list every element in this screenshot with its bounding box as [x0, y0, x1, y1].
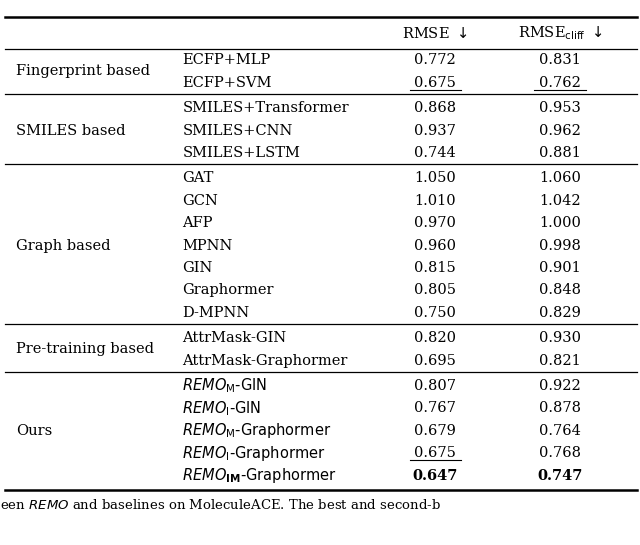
Text: 0.848: 0.848 — [539, 283, 581, 297]
Text: 0.675: 0.675 — [414, 76, 456, 89]
Text: Graph based: Graph based — [16, 239, 111, 252]
Text: 0.805: 0.805 — [414, 283, 456, 297]
Text: 1.010: 1.010 — [414, 194, 456, 208]
Text: 0.750: 0.750 — [414, 306, 456, 319]
Text: ECFP+MLP: ECFP+MLP — [182, 53, 271, 67]
Text: 0.675: 0.675 — [414, 446, 456, 460]
Text: 0.772: 0.772 — [414, 53, 456, 67]
Text: 1.042: 1.042 — [539, 194, 581, 208]
Text: 0.878: 0.878 — [539, 402, 581, 415]
Text: Ours: Ours — [16, 424, 52, 438]
Text: SMILES+CNN: SMILES+CNN — [182, 124, 292, 137]
Text: 0.768: 0.768 — [539, 446, 581, 460]
Text: 0.970: 0.970 — [414, 216, 456, 230]
Text: 0.962: 0.962 — [539, 124, 581, 137]
Text: 0.829: 0.829 — [539, 306, 581, 319]
Text: SMILES based: SMILES based — [16, 124, 125, 137]
Text: 0.815: 0.815 — [414, 261, 456, 275]
Text: 0.679: 0.679 — [414, 424, 456, 438]
Text: 0.937: 0.937 — [414, 124, 456, 137]
Text: 0.695: 0.695 — [414, 354, 456, 367]
Text: 1.060: 1.060 — [539, 172, 581, 185]
Text: 1.050: 1.050 — [414, 172, 456, 185]
Text: GAT: GAT — [182, 172, 214, 185]
Text: 0.647: 0.647 — [413, 469, 458, 482]
Text: 0.764: 0.764 — [539, 424, 581, 438]
Text: $\mathit{REMO}_{\mathrm{I}}$-Graphormer: $\mathit{REMO}_{\mathrm{I}}$-Graphormer — [182, 444, 326, 463]
Text: 0.930: 0.930 — [539, 331, 581, 345]
Text: ECFP+SVM: ECFP+SVM — [182, 76, 272, 89]
Text: RMSE$_{\rm cliff}$ $\downarrow$: RMSE$_{\rm cliff}$ $\downarrow$ — [518, 25, 602, 42]
Text: $\boldsymbol{\mathit{REMO}}_{\mathbf{IM}}$-Graphormer: $\boldsymbol{\mathit{REMO}}_{\mathbf{IM}… — [182, 466, 337, 485]
Text: 0.960: 0.960 — [414, 239, 456, 252]
Text: GIN: GIN — [182, 261, 212, 275]
Text: 0.807: 0.807 — [414, 379, 456, 393]
Text: 0.820: 0.820 — [414, 331, 456, 345]
Text: SMILES+LSTM: SMILES+LSTM — [182, 146, 300, 160]
Text: $\mathit{REMO}_{\mathrm{M}}$-GIN: $\mathit{REMO}_{\mathrm{M}}$-GIN — [182, 377, 268, 396]
Text: 0.881: 0.881 — [539, 146, 581, 160]
Text: 1.000: 1.000 — [539, 216, 581, 230]
Text: RMSE $\downarrow$: RMSE $\downarrow$ — [403, 26, 468, 41]
Text: 0.998: 0.998 — [539, 239, 581, 252]
Text: Fingerprint based: Fingerprint based — [16, 64, 150, 78]
Text: Pre-training based: Pre-training based — [16, 342, 154, 356]
Text: 0.821: 0.821 — [539, 354, 581, 367]
Text: 0.922: 0.922 — [539, 379, 581, 393]
Text: AttrMask-GIN: AttrMask-GIN — [182, 331, 287, 345]
Text: een $\mathit{REMO}$ and baselines on MoleculeACE. The best and second-b: een $\mathit{REMO}$ and baselines on Mol… — [0, 498, 441, 512]
Text: SMILES+Transformer: SMILES+Transformer — [182, 101, 349, 115]
Text: 0.953: 0.953 — [539, 101, 581, 115]
Text: 0.762: 0.762 — [539, 76, 581, 89]
Text: 0.831: 0.831 — [539, 53, 581, 67]
Text: 0.744: 0.744 — [414, 146, 456, 160]
Text: $\mathit{REMO}_{\mathrm{I}}$-GIN: $\mathit{REMO}_{\mathrm{I}}$-GIN — [182, 399, 262, 418]
Text: AttrMask-Graphormer: AttrMask-Graphormer — [182, 354, 348, 367]
Text: $\mathit{REMO}_{\mathrm{M}}$-Graphormer: $\mathit{REMO}_{\mathrm{M}}$-Graphormer — [182, 421, 332, 440]
Text: 0.901: 0.901 — [539, 261, 581, 275]
Text: MPNN: MPNN — [182, 239, 233, 252]
Text: AFP: AFP — [182, 216, 213, 230]
Text: Graphormer: Graphormer — [182, 283, 274, 297]
Text: 0.747: 0.747 — [538, 469, 582, 482]
Text: 0.767: 0.767 — [414, 402, 456, 415]
Text: 0.868: 0.868 — [414, 101, 456, 115]
Text: D-MPNN: D-MPNN — [182, 306, 250, 319]
Text: GCN: GCN — [182, 194, 218, 208]
